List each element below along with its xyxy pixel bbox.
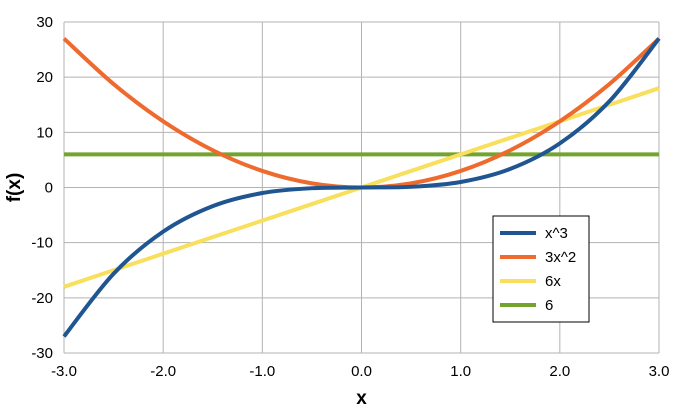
- x-tick-label: 1.0: [450, 363, 471, 380]
- y-tick-label: 20: [36, 69, 53, 86]
- series-line-1: [62, 37, 661, 338]
- legend: x^3 3x^2 6x 6: [492, 215, 590, 323]
- y-axis-title: f(x): [4, 173, 25, 203]
- y-tick-label: 30: [36, 14, 53, 31]
- series-lines: [62, 37, 661, 338]
- y-tick-label: 10: [36, 124, 53, 141]
- legend-label: 3x^2: [545, 249, 576, 266]
- x-tick-label: -2.0: [150, 363, 176, 380]
- y-tick-label: -10: [31, 235, 53, 252]
- x-tick-label: 0.0: [351, 363, 372, 380]
- y-tick-label: -20: [31, 290, 53, 307]
- x-tick-label: 2.0: [549, 363, 570, 380]
- x-tick-label: 3.0: [649, 363, 670, 380]
- y-tick-label: 0: [45, 180, 53, 197]
- x-axis-title: x: [356, 388, 367, 409]
- legend-label: 6x: [545, 273, 561, 290]
- legend-label: x^3: [545, 225, 568, 242]
- y-tick-label: -30: [31, 345, 53, 362]
- legend-label: 6: [545, 297, 553, 314]
- tick-labels: -3.0 -2.0 -1.0 0.0 1.0 2.0 3.0 30 20 10 0 -10 -20 -30: [31, 14, 669, 380]
- x-tick-label: -3.0: [51, 363, 77, 380]
- x-tick-label: -1.0: [249, 363, 275, 380]
